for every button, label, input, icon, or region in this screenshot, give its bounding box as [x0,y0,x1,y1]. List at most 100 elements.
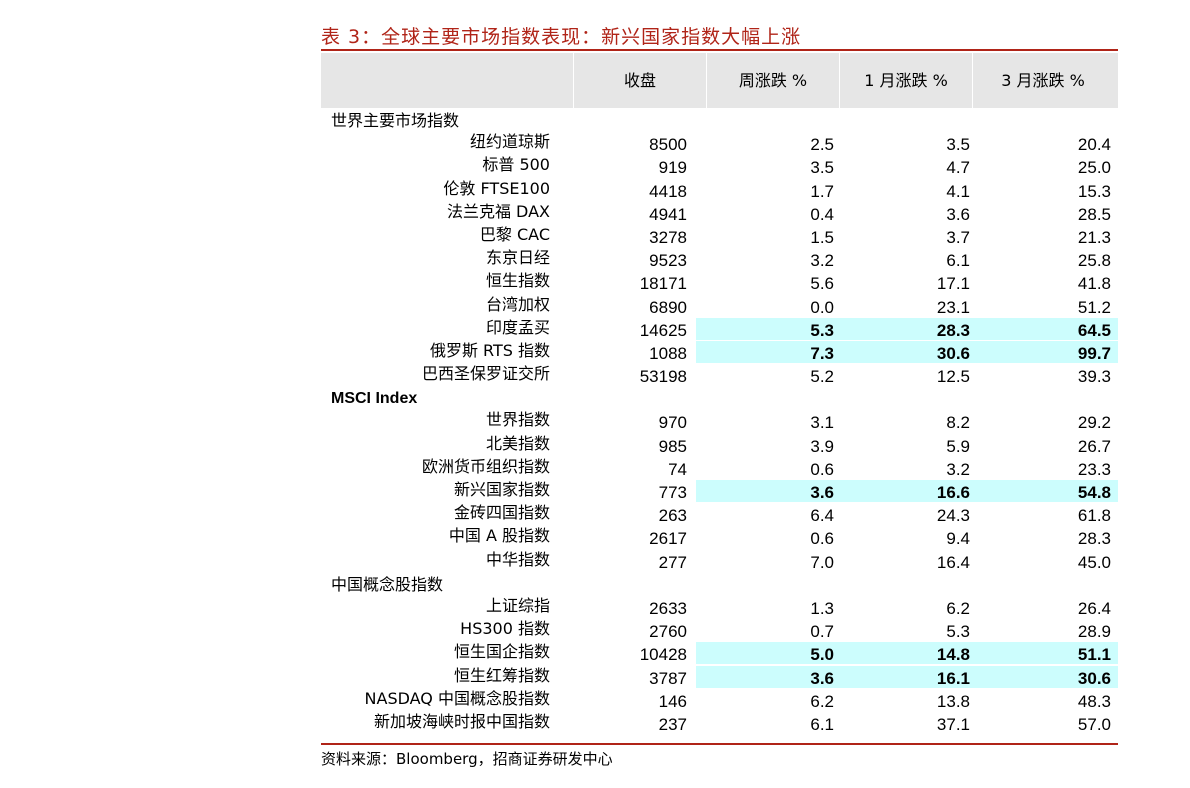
header-divider [573,53,574,108]
month-change: 6.2 [946,598,970,618]
table-row: 世界指数 970 3.1 8.2 29.2 [321,409,1118,432]
table-row: 俄罗斯 RTS 指数 1088 7.3 30.6 99.7 [321,340,1118,363]
three-month-change: 30.6 [1077,668,1111,688]
index-name: 标普 500 [482,155,550,175]
table-row: 恒生红筹指数 3787 3.6 16.1 30.6 [321,665,1118,688]
index-name: 纽约道琼斯 [469,132,550,152]
three-month-change: 61.8 [1077,506,1111,526]
three-month-change: 23.3 [1077,459,1111,479]
close-value: 2760 [649,622,687,642]
month-change: 30.6 [936,343,970,363]
table-row: HS300 指数 2760 0.7 5.3 28.9 [321,618,1118,641]
bottom-rule [321,743,1118,745]
week-change: 5.6 [810,274,834,294]
month-change: 16.1 [936,668,970,688]
index-name: 巴黎 CAC [479,224,550,244]
three-month-change: 45.0 [1077,552,1111,572]
month-change: 37.1 [936,714,970,734]
month-change: 13.8 [936,691,970,711]
index-name: NASDAQ 中国概念股指数 [364,688,550,708]
index-name: 恒生指数 [485,271,550,291]
close-value: 3787 [649,668,687,688]
index-name: 上证综指 [485,595,550,615]
month-change: 3.6 [946,204,970,224]
week-change: 1.5 [810,227,834,247]
week-change: 5.3 [810,320,834,340]
week-change: 5.0 [810,645,834,665]
index-name: 法兰克福 DAX [446,201,550,221]
index-name: 印度孟买 [485,317,550,337]
three-month-change: 29.2 [1077,413,1111,433]
table-body: 世界主要市场指数 纽约道琼斯 8500 2.5 3.5 20.4 标普 500 919 3.5 4… [321,108,1118,734]
index-name: HS300 指数 [460,619,550,639]
close-value: 970 [658,413,687,433]
week-change: 3.9 [810,436,834,456]
week-change: 0.4 [810,204,834,224]
week-change: 7.0 [810,552,834,572]
month-change: 23.1 [936,297,970,317]
close-value: 74 [668,459,687,479]
three-month-change: 20.4 [1077,135,1111,155]
close-value: 8500 [649,135,687,155]
index-name: 欧洲货币组织指数 [421,456,550,476]
close-value: 919 [658,158,687,178]
close-value: 237 [658,714,687,734]
header-col-1m: 1 月涨跌 % [864,71,948,90]
week-change: 6.4 [810,506,834,526]
row-highlight [696,665,1118,688]
close-value: 1088 [649,343,687,363]
table-row: 伦敦 FTSE100 4418 1.7 4.1 15.3 [321,178,1118,201]
month-change: 24.3 [936,506,970,526]
table-row: 巴西圣保罗证交所 53198 5.2 12.5 39.3 [321,363,1118,386]
three-month-change: 25.8 [1077,251,1111,271]
month-change: 5.3 [946,622,970,642]
three-month-change: 28.5 [1077,204,1111,224]
week-change: 3.5 [810,158,834,178]
section-label: 世界主要市场指数 [331,111,460,130]
week-change: 0.7 [810,622,834,642]
close-value: 146 [658,691,687,711]
month-change: 4.7 [946,158,970,178]
close-value: 53198 [639,367,687,387]
three-month-change: 51.1 [1077,645,1111,665]
table-row: 纽约道琼斯 8500 2.5 3.5 20.4 [321,131,1118,154]
three-month-change: 15.3 [1077,181,1111,201]
section-row: MSCI Index [321,386,1118,409]
table-row: 东京日经 9523 3.2 6.1 25.8 [321,247,1118,270]
section-row: 中国概念股指数 [321,572,1118,595]
week-change: 3.1 [810,413,834,433]
index-name: 中国 A 股指数 [448,526,550,546]
month-change: 9.4 [946,529,970,549]
section-label: MSCI Index [331,390,418,408]
table-header: 收盘 周涨跌 % 1 月涨跌 % 3 月涨跌 % [321,53,1118,108]
table-row: 巴黎 CAC 3278 1.5 3.7 21.3 [321,224,1118,247]
three-month-change: 99.7 [1077,343,1111,363]
header-col-week: 周涨跌 % [738,71,808,90]
table-row: 欧洲货币组织指数 74 0.6 3.2 23.3 [321,456,1118,479]
index-name: 恒生国企指数 [453,642,550,662]
index-name: 巴西圣保罗证交所 [421,364,550,384]
header-col-name [321,53,573,108]
month-change: 17.1 [936,274,970,294]
month-change: 8.2 [946,413,970,433]
header-col-close: 收盘 [623,71,656,90]
table-row: 法兰克福 DAX 4941 0.4 3.6 28.5 [321,201,1118,224]
table-row: 台湾加权 6890 0.0 23.1 51.2 [321,294,1118,317]
week-change: 3.6 [810,483,834,502]
close-value: 985 [658,436,687,456]
week-change: 7.3 [810,343,834,363]
three-month-change: 41.8 [1077,274,1111,294]
week-change: 3.2 [810,251,834,271]
index-name: 北美指数 [485,433,550,453]
close-value: 14625 [639,320,687,340]
week-change: 1.7 [810,181,834,201]
three-month-change: 39.3 [1077,367,1111,387]
month-change: 28.3 [936,320,970,340]
table-row: 恒生指数 18171 5.6 17.1 41.8 [321,270,1118,293]
three-month-change: 28.3 [1077,529,1111,549]
close-value: 773 [658,483,687,502]
month-change: 3.7 [946,227,970,247]
week-change: 6.1 [810,714,834,734]
week-change: 5.2 [810,367,834,387]
index-name: 伦敦 FTSE100 [443,178,550,198]
